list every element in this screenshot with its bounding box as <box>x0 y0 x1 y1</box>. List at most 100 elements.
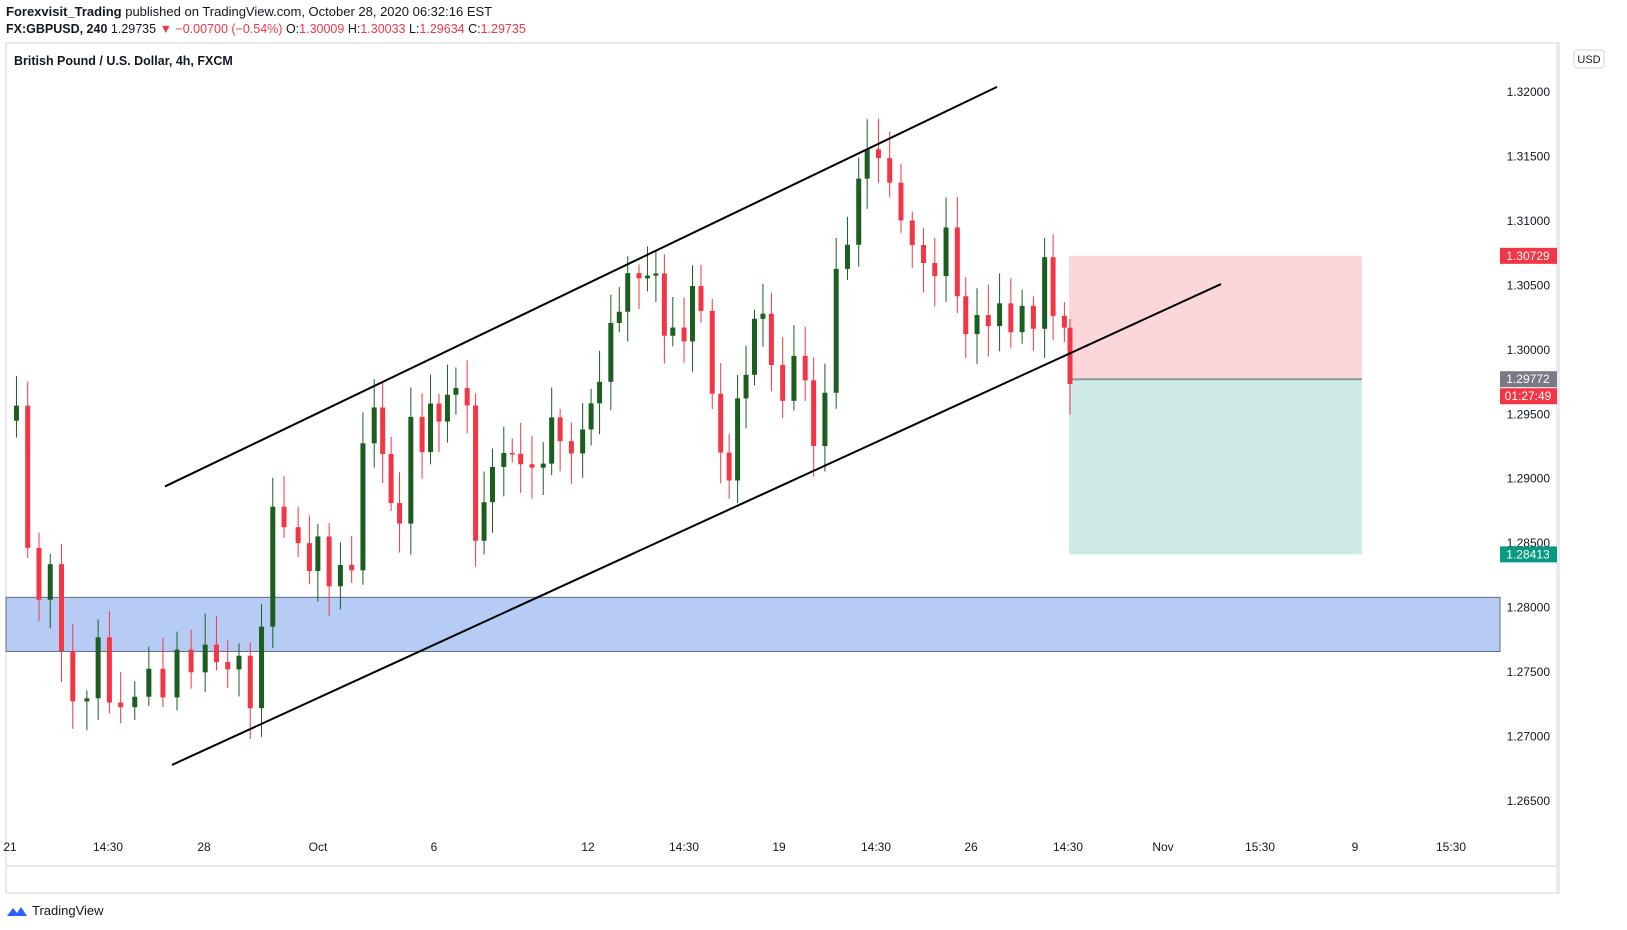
price-label-box <box>1500 546 1557 563</box>
candle-body <box>743 374 749 399</box>
candle-body <box>768 313 774 365</box>
candle-body <box>213 644 219 663</box>
candle-body <box>670 327 676 336</box>
candle-body <box>188 649 194 673</box>
candle-body <box>225 662 231 670</box>
bullish-candle <box>13 376 19 438</box>
candle-body <box>580 429 586 454</box>
bullish-candle <box>490 448 496 533</box>
bearish-candle <box>661 254 667 364</box>
bullish-candle <box>371 379 377 468</box>
bullish-candle <box>95 619 101 721</box>
bearish-candle <box>213 616 219 671</box>
bearish-candle <box>473 393 479 567</box>
bullish-candle <box>751 309 757 386</box>
candle-body <box>802 355 808 381</box>
bearish-candle <box>780 336 786 419</box>
bearish-candle <box>388 436 394 511</box>
candle-body <box>597 381 603 404</box>
candle-body <box>760 313 766 319</box>
channel-lower-line <box>171 283 1222 766</box>
candle-body <box>625 273 631 312</box>
price-change: ▼ −0.00700 (−0.54%) <box>159 22 283 36</box>
bearish-candle <box>932 237 938 307</box>
candle-body <box>419 416 425 453</box>
bullish-candle <box>608 294 614 411</box>
candle-body <box>875 149 881 159</box>
candle-body <box>380 407 386 455</box>
x-tick-label: 28 <box>197 840 211 854</box>
price-label-box <box>1500 388 1557 405</box>
bullish-candle <box>743 345 749 429</box>
candle-body <box>259 626 265 709</box>
candle-body <box>833 268 839 393</box>
bullish-candle <box>760 283 766 347</box>
candle-body <box>974 315 980 335</box>
price-label-text: 01:27:49 <box>1505 389 1552 403</box>
bullish-candle <box>864 119 870 209</box>
candle-body <box>1061 315 1067 328</box>
candle-body <box>963 296 969 335</box>
take-profit-zone <box>1069 379 1362 555</box>
x-tick-label: Nov <box>1152 840 1173 854</box>
candle-body <box>388 454 394 504</box>
candle-body <box>174 649 180 698</box>
candle-body <box>780 364 786 401</box>
low-label: L: <box>408 22 420 36</box>
bearish-candle <box>802 326 808 402</box>
bullish-candle <box>616 286 622 333</box>
author-name[interactable]: Forexvisit_Trading <box>6 4 122 19</box>
currency-badge[interactable] <box>1573 49 1605 69</box>
bearish-candle <box>529 435 535 499</box>
candle-body <box>608 322 614 382</box>
bearish-candle <box>709 299 715 410</box>
bullish-candle <box>791 325 797 411</box>
close-label: C: <box>468 22 481 36</box>
candle-body <box>588 403 594 430</box>
tradingview-branding[interactable]: TradingView <box>6 903 104 918</box>
candle-body <box>490 466 496 503</box>
candle-body <box>84 698 90 702</box>
bearish-candle <box>306 515 312 585</box>
bullish-candle <box>549 387 555 476</box>
bearish-candle <box>636 264 642 309</box>
bearish-candle <box>887 131 893 198</box>
candle-body <box>698 286 704 311</box>
candle-body <box>681 327 687 342</box>
x-tick-label: 15:30 <box>1245 840 1275 854</box>
bearish-candle <box>921 228 927 293</box>
y-tick-label: 1.31000 <box>1507 214 1551 228</box>
candle-body <box>397 503 403 524</box>
candle-body <box>636 273 642 279</box>
bullish-candle <box>84 690 90 731</box>
candle-body <box>481 502 487 541</box>
bearish-candle <box>1067 319 1073 415</box>
candle-body <box>306 543 312 572</box>
published-text: published on TradingView.com, October 28… <box>125 4 493 19</box>
bullish-candle <box>47 553 53 629</box>
candle-body <box>270 506 276 627</box>
candle-body <box>1050 257 1056 316</box>
bearish-candle <box>419 393 425 479</box>
price-label-box <box>1500 371 1557 388</box>
symbol-timeframe: FX:GBPUSD, 240 <box>6 22 108 36</box>
bearish-candle <box>963 277 969 358</box>
candle-body <box>202 644 208 673</box>
bullish-candle <box>856 157 862 267</box>
candle-body <box>644 275 650 279</box>
candle-body <box>909 220 915 246</box>
bullish-candle <box>833 237 839 409</box>
candle-body <box>822 392 828 447</box>
candle-body <box>464 388 470 406</box>
bullish-candle <box>540 442 546 496</box>
bearish-candle <box>225 640 231 688</box>
y-tick-label: 1.27500 <box>1507 665 1551 679</box>
bullish-candle <box>735 375 741 503</box>
bullish-candle <box>453 367 459 415</box>
candle-body <box>518 453 524 465</box>
y-tick-label: 1.32000 <box>1507 85 1551 99</box>
bearish-candle <box>518 422 524 493</box>
candle-body <box>47 564 53 600</box>
candle-body <box>315 536 321 572</box>
